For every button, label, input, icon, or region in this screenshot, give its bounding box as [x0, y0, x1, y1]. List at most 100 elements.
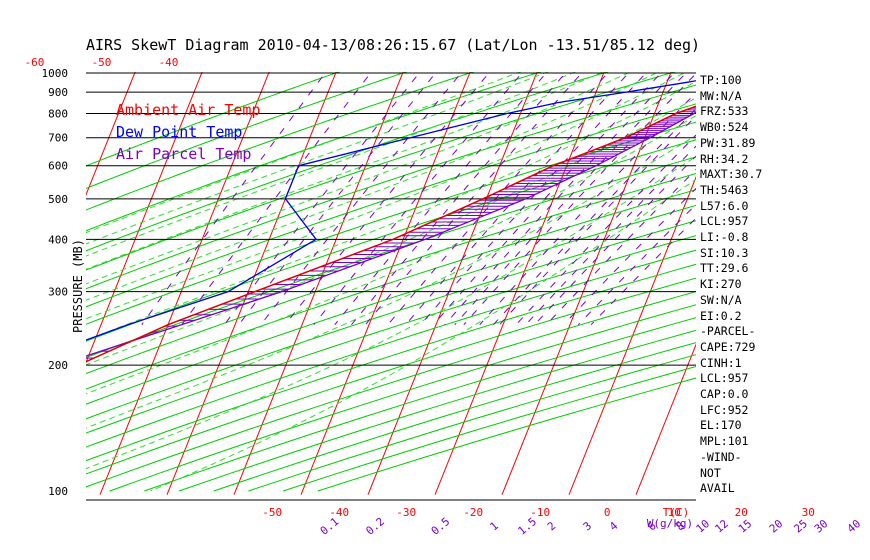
pressure-tick-label: 400: [48, 233, 68, 246]
mixing-ratio-line: [387, 72, 610, 326]
moist-adiabat-line: [86, 72, 660, 301]
mixing-ratio-tick-label: 1: [487, 519, 500, 533]
isotherm-line: [0, 64, 71, 495]
index-row: TH:5463: [700, 182, 749, 197]
bottom-temp-tick-label: -10: [530, 506, 550, 519]
dry-adiabat-line: [86, 121, 696, 325]
dry-adiabat-line: [86, 277, 696, 475]
moist-adiabat-line: [86, 72, 522, 234]
mixing-ratio-line: [463, 72, 696, 326]
dry-adiabat-line: [86, 189, 696, 390]
index-row: EI:0.2: [700, 308, 742, 323]
sounding-profiles: [86, 80, 696, 363]
isotherm-line: [86, 72, 203, 364]
index-row: LI:-0.8: [700, 230, 749, 244]
moist-adiabat-line: [86, 81, 696, 341]
mixing-ratio-line: [284, 72, 491, 326]
index-row: TP:100: [700, 73, 742, 87]
bottom-temp-tick-label: -30: [396, 506, 416, 519]
ambient-temp-curve: [86, 105, 696, 363]
mixing-ratio-axis-label: W(g/kg): [647, 517, 693, 530]
dry-adiabat-line: [86, 72, 475, 211]
dry-adiabat-line: [317, 377, 696, 492]
bottom-temp-axis-label: T(C): [663, 506, 690, 519]
index-row: TT:29.6: [700, 261, 749, 276]
bottom-temp-tick-label: 30: [802, 506, 815, 519]
index-row: CINH:1: [700, 355, 742, 370]
index-row: SW:N/A: [700, 292, 742, 307]
isotherm-line: [99, 72, 270, 495]
moist-adiabat-line: [86, 72, 688, 320]
dry-adiabat-line: [86, 291, 696, 488]
isobar-lines: [86, 72, 696, 501]
mixing-ratio-line: [444, 72, 676, 326]
bottom-temp-tick-label: -20: [463, 506, 483, 519]
isotherm-line: [501, 72, 672, 495]
isotherm-line: [367, 72, 538, 495]
bottom-temp-tick-label: -50: [262, 506, 282, 519]
background-lines: [0, 64, 870, 495]
mixing-ratio-line: [365, 72, 584, 326]
pressure-tick-label: 200: [48, 359, 68, 372]
mixing-ratio-tick-label: 30: [812, 517, 831, 535]
index-row: MW:N/A: [700, 88, 742, 103]
index-row: LCL:957: [700, 214, 749, 229]
moist-adiabat-line: [86, 115, 696, 395]
cape-cin-hatching: [86, 105, 696, 359]
mixing-ratio-tick-label: 2: [545, 519, 558, 533]
bottom-temp-tick-label: 0: [604, 506, 611, 519]
mixing-ratio-tick-label: 15: [736, 517, 755, 535]
mixing-ratio-tick-label: 40: [845, 517, 864, 535]
dry-adiabat-line: [86, 103, 696, 308]
isotherm-line: [770, 64, 870, 495]
mixing-ratio-line: [141, 72, 327, 325]
pressure-tick-label: 700: [48, 132, 68, 145]
index-row: -WIND-: [700, 449, 742, 464]
index-row: LCL:957: [700, 371, 749, 386]
isotherm-line: [434, 72, 605, 495]
index-row: NOT: [700, 465, 721, 480]
moist-adiabat-line: [86, 72, 632, 285]
dry-adiabat-line: [86, 156, 696, 359]
pressure-tick-label: 900: [48, 86, 68, 99]
index-row: AVAIL: [700, 481, 735, 496]
dry-adiabat-line: [86, 72, 408, 189]
index-row: FRZ:533: [700, 104, 749, 119]
mixing-ratio-line: [534, 155, 696, 326]
legend-ambient-air-temp: Ambient Air Temp: [116, 101, 261, 119]
index-row: LFC:952: [700, 402, 749, 417]
bottom-temp-tick-label: -40: [329, 506, 349, 519]
pressure-tick-label: 1000: [42, 67, 69, 80]
top-temp-tick-label: -50: [92, 56, 112, 69]
mixing-ratio-line: [260, 72, 463, 326]
mixing-ratio-tick-label: 4: [607, 519, 621, 533]
dry-adiabat-line: [248, 354, 696, 492]
isotherm-line: [166, 72, 337, 495]
mixing-ratio-line: [405, 72, 631, 326]
index-row: SI:10.3: [700, 245, 749, 260]
mixing-ratio-tick-label: 0.2: [363, 515, 387, 538]
mixing-ratio-line: [577, 203, 696, 326]
isotherm-line: [568, 175, 696, 495]
mixing-ratio-tick-label: 25: [791, 517, 810, 535]
chart-title: AIRS SkewT Diagram 2010-04-13/08:26:15.6…: [86, 36, 701, 54]
y-axis-label: PRESSURE (MB): [71, 239, 85, 333]
dry-adiabat-line: [144, 317, 696, 492]
moist-adiabat-line: [86, 72, 604, 270]
mixing-ratio-line: [546, 168, 696, 326]
top-temp-tick-label: -40: [159, 56, 179, 69]
pressure-tick-label: 500: [48, 193, 68, 206]
isotherm-line: [86, 72, 136, 197]
mixing-ratio-line: [351, 72, 568, 326]
mixing-ratio-line: [525, 145, 696, 326]
index-row: MPL:101: [700, 434, 749, 449]
index-row: EL:170: [700, 418, 742, 433]
dry-adiabat-line: [86, 173, 696, 375]
legend-dew-point-temp: Dew Point Temp: [116, 123, 243, 141]
pressure-tick-label: 800: [48, 108, 68, 121]
parcel-temp-curve: [86, 111, 696, 357]
bottom-temp-tick-label: 20: [735, 506, 748, 519]
mixing-ratio-tick-label: 20: [767, 517, 786, 535]
isotherm-line: [635, 343, 696, 495]
